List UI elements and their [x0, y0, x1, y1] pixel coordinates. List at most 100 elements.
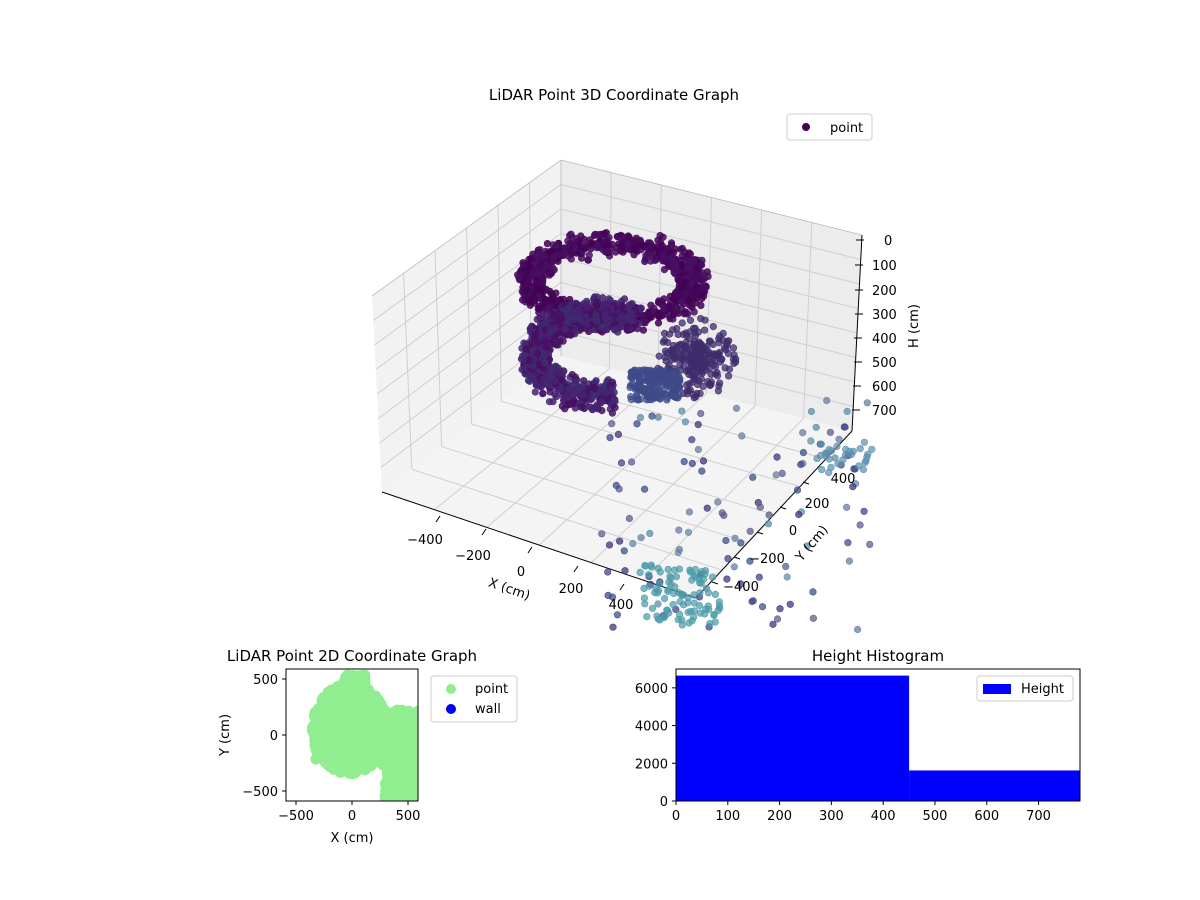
data-point-3d [533, 339, 542, 347]
data-point-3d [609, 623, 617, 631]
data-point-3d [746, 557, 754, 565]
data-point-2d [351, 742, 363, 754]
data-point-3d [853, 625, 862, 634]
legend-label-point: point [830, 121, 863, 136]
data-point-3d [847, 451, 856, 459]
data-point-3d [863, 399, 871, 407]
data-point-3d [563, 306, 571, 314]
data-point-3d [731, 534, 739, 542]
data-point-3d [730, 563, 738, 571]
data-point-3d [627, 458, 636, 466]
y-tick-label-2d: 0 [270, 729, 278, 744]
data-point-3d [605, 541, 614, 549]
data-point-3d [633, 420, 641, 428]
histogram-y-tick-label: 4000 [635, 720, 668, 735]
data-point-3d [618, 312, 626, 320]
data-point-3d [678, 352, 686, 360]
data-point-2d [388, 759, 400, 771]
data-point-3d [529, 362, 537, 370]
data-point-3d [706, 337, 714, 345]
point-cloud-2d [306, 669, 418, 801]
data-point-3d [732, 404, 741, 412]
data-point-3d [678, 261, 686, 270]
data-point-3d [843, 407, 851, 416]
data-point-3d [606, 434, 614, 442]
histogram-x-tick-label: 700 [1026, 809, 1051, 824]
data-point-3d [555, 368, 563, 377]
data-point-3d [654, 378, 662, 386]
data-point-3d [656, 568, 664, 576]
data-point-3d [684, 608, 692, 616]
data-point-3d [669, 342, 678, 350]
x-tick-label: 400 [609, 598, 634, 613]
data-point-3d [797, 460, 805, 469]
data-point-3d [684, 528, 693, 536]
data-point-3d [549, 365, 557, 374]
y-axis-label-3d: Y (cm) [792, 523, 831, 566]
data-point-3d [659, 251, 668, 259]
data-point-3d [697, 357, 705, 365]
data-point-3d [711, 590, 720, 599]
data-point-3d [723, 341, 731, 349]
data-point-3d [700, 326, 709, 334]
data-point-3d [669, 600, 677, 609]
data-point-3d [855, 462, 863, 470]
data-point-3d [571, 244, 580, 252]
data-point-3d [699, 269, 707, 277]
data-point-3d [674, 588, 683, 597]
data-point-3d [690, 258, 698, 266]
data-point-3d [611, 404, 619, 412]
z-tick-label: 700 [872, 404, 897, 419]
legend-hist: Height [976, 675, 1074, 702]
data-point-3d [708, 573, 717, 581]
data-point-3d [610, 396, 618, 404]
data-point-3d [618, 302, 627, 310]
histogram-x-tick-label: 100 [715, 809, 740, 824]
data-point-3d [812, 423, 820, 431]
data-point-3d [608, 420, 616, 428]
data-point-3d [604, 591, 612, 600]
z-tick-label: 200 [872, 284, 897, 299]
legend-marker-wall [446, 704, 456, 714]
data-point-3d [705, 350, 713, 358]
data-point-3d [625, 301, 633, 309]
data-point-2d [372, 718, 384, 730]
data-point-3d [635, 377, 644, 385]
data-point-3d [684, 263, 692, 271]
data-point-3d [593, 318, 601, 326]
data-point-3d [803, 542, 812, 550]
data-point-3d [631, 245, 639, 253]
data-point-3d [686, 316, 695, 324]
data-point-3d [776, 605, 784, 613]
data-point-3d [648, 387, 656, 396]
data-point-3d [594, 240, 602, 248]
data-point-3d [636, 414, 645, 422]
data-point-3d [549, 398, 557, 406]
data-point-3d [675, 545, 684, 554]
data-point-3d [547, 269, 556, 277]
data-point-3d [845, 557, 854, 565]
data-point-2d [352, 692, 364, 703]
data-point-3d [581, 242, 589, 250]
histogram-y-ticks: 0 2000 4000 6000 [635, 682, 676, 810]
data-point-3d [558, 315, 566, 323]
histogram-bar [909, 770, 1080, 801]
data-point-3d [641, 257, 649, 266]
data-point-3d [530, 294, 539, 302]
data-point-3d [619, 248, 627, 256]
data-point-2d [405, 774, 417, 786]
data-point-3d [723, 575, 731, 583]
data-point-2d [394, 788, 406, 800]
data-point-3d [856, 445, 864, 453]
data-point-3d [695, 275, 703, 283]
histogram-bars [676, 675, 1080, 801]
data-point-3d [799, 449, 808, 457]
data-point-3d [613, 611, 622, 619]
data-point-3d [519, 261, 528, 269]
data-point-3d [724, 554, 732, 563]
data-point-3d [630, 238, 638, 247]
data-point-3d [864, 450, 872, 458]
data-point-3d [672, 261, 680, 269]
data-point-3d [575, 384, 583, 392]
